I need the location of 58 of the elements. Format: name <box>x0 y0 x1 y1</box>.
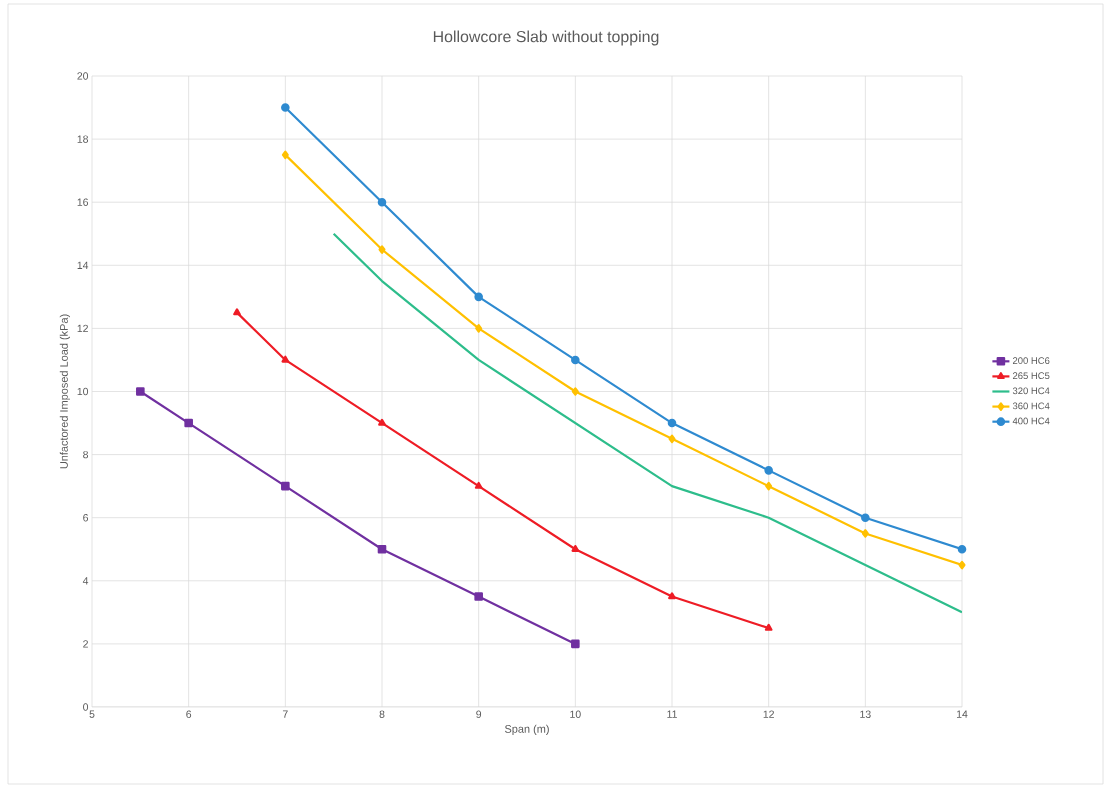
x-tick-label: 8 <box>379 710 385 718</box>
x-tick-label: 12 <box>763 710 774 718</box>
y-tick-label: 12 <box>77 324 88 333</box>
point <box>958 560 966 570</box>
x-tick-label: 11 <box>667 710 677 718</box>
point <box>667 418 677 428</box>
y-tick-label: 4 <box>82 577 89 585</box>
point <box>861 529 869 538</box>
point <box>571 639 580 649</box>
y-tick-label: 20 <box>77 72 89 80</box>
point <box>571 355 580 365</box>
point <box>668 592 676 600</box>
point <box>571 387 579 396</box>
point <box>184 418 193 428</box>
point <box>474 481 483 489</box>
point <box>281 150 289 160</box>
point <box>571 544 580 552</box>
point <box>378 418 386 426</box>
y-tick-label: 2 <box>83 640 88 648</box>
y-tick-label: 10 <box>77 387 89 396</box>
y-tick-label: 18 <box>77 135 89 143</box>
point <box>765 481 773 491</box>
point <box>957 544 967 554</box>
point <box>764 466 773 475</box>
point <box>378 245 386 254</box>
y-tick-label: 0 <box>83 703 89 711</box>
legend-label: 200 HC6 <box>1012 357 1050 364</box>
x-tick-label: 13 <box>860 710 871 718</box>
legend-label: 360 HC4 <box>1012 402 1050 410</box>
point <box>281 103 290 112</box>
x-tick-label: 10 <box>570 710 581 718</box>
chart-title: Hollowcore Slab without topping <box>433 30 659 46</box>
y-axis-title: Unfactored Imposed Load (kPa) <box>59 314 70 469</box>
y-tick-label: 6 <box>83 514 89 522</box>
legend-label: 400 HC4 <box>1012 417 1050 425</box>
point <box>136 387 145 396</box>
x-tick-label: 7 <box>282 710 288 718</box>
point <box>281 355 290 363</box>
legend-label: 265 HC5 <box>1012 372 1050 380</box>
point <box>668 434 676 444</box>
point <box>474 592 483 601</box>
point <box>861 513 870 522</box>
y-tick-label: 14 <box>77 261 89 269</box>
x-tick-label: 6 <box>186 710 192 718</box>
point <box>377 197 387 207</box>
y-tick-label: 8 <box>83 450 89 459</box>
point <box>474 292 483 302</box>
point <box>764 623 773 631</box>
x-axis-title: Span (m) <box>504 724 549 735</box>
point <box>377 544 387 554</box>
y-tick-label: 16 <box>77 198 89 206</box>
x-tick-label: 5 <box>89 710 95 718</box>
legend-label: 320 HC4 <box>1012 387 1050 395</box>
point <box>233 308 241 316</box>
point <box>281 481 290 491</box>
x-tick-label: 9 <box>476 710 482 718</box>
point <box>475 324 483 333</box>
x-tick-label: 14 <box>956 710 968 718</box>
